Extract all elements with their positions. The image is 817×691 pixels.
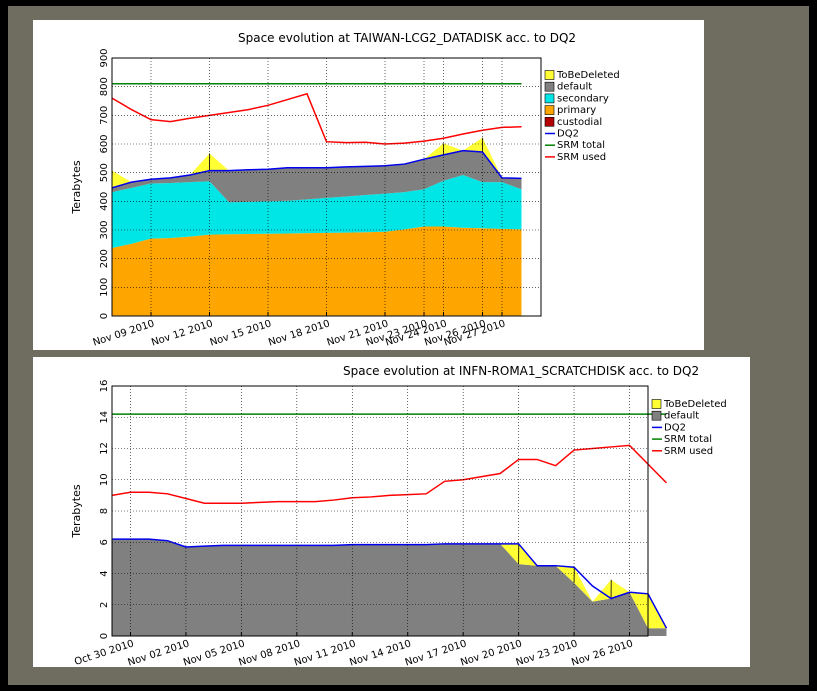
line-series	[111, 149, 522, 189]
x-tick-label: Nov 02 2010	[127, 638, 191, 667]
y-axis-title: Terabytes	[70, 484, 83, 538]
legend-label: default	[557, 82, 592, 93]
x-tick-label: Nov 26 2010	[570, 638, 634, 667]
legend-label: SRM total	[664, 434, 712, 445]
legend-label: custodial	[557, 117, 602, 128]
x-tick-label: Nov 08 2010	[237, 638, 301, 667]
chart: Space evolution at INFN-ROMA1_SCRATCHDIS…	[33, 357, 750, 667]
y-tick-label: 0	[99, 633, 110, 639]
y-tick-label: 600	[99, 134, 110, 153]
chart-title: Space evolution at INFN-ROMA1_SCRATCHDIS…	[343, 364, 699, 378]
y-tick-label: 10	[99, 473, 110, 486]
plot-frame	[111, 385, 649, 637]
y-tick-label: 14	[99, 411, 110, 424]
plot-frame	[111, 57, 542, 317]
x-tick-label: Nov 12 2010	[150, 318, 214, 348]
legend-swatch	[544, 70, 555, 80]
line-series	[111, 444, 668, 504]
y-tick-label: 6	[99, 539, 110, 545]
legend-label: ToBeDeleted	[556, 70, 620, 81]
stacked-area	[112, 226, 522, 316]
legend-label: DQ2	[557, 129, 579, 140]
x-tick-label: Nov 20 2010	[459, 638, 523, 667]
x-tick-label: Nov 15 2010	[209, 318, 273, 348]
y-tick-label: 0	[99, 313, 110, 319]
chart: Space evolution at TAIWAN-LCG2_DATADISK …	[33, 20, 704, 350]
legend-label: default	[664, 411, 699, 422]
legend-label: SRM used	[557, 152, 606, 163]
legend-label: SRM used	[664, 446, 713, 457]
legend-label: secondary	[557, 93, 609, 104]
y-tick-label: 12	[99, 442, 110, 455]
y-tick-label: 8	[99, 508, 110, 514]
y-tick-label: 4	[99, 570, 110, 576]
legend-label: SRM total	[557, 140, 605, 151]
legend-label: DQ2	[664, 422, 686, 433]
y-tick-label: 2	[99, 602, 110, 608]
y-tick-label: 400	[99, 192, 110, 211]
legend-swatch	[544, 81, 555, 92]
legend-swatch	[544, 117, 555, 127]
line-series	[111, 92, 522, 145]
stacked-area	[112, 150, 522, 203]
chart-title: Space evolution at TAIWAN-LCG2_DATADISK …	[238, 31, 576, 45]
y-tick-label: 300	[99, 220, 110, 239]
stacked-area	[112, 137, 522, 188]
legend-swatch	[651, 399, 662, 409]
x-tick-label: Oct 30 2010	[73, 638, 135, 667]
y-tick-label: 100	[99, 278, 110, 297]
y-axis-title: Terabytes	[70, 160, 83, 214]
legend-swatch	[544, 93, 555, 104]
x-tick-label: Nov 14 2010	[348, 638, 412, 667]
stacked-area	[112, 539, 667, 636]
stacked-area	[112, 539, 667, 629]
x-tick-label: Nov 09 2010	[92, 318, 156, 348]
legend-swatch	[544, 105, 555, 115]
y-tick-label: 200	[99, 249, 110, 268]
y-tick-label: 900	[99, 48, 110, 67]
x-tick-label: Nov 11 2010	[293, 638, 357, 667]
x-tick-label: Nov 18 2010	[267, 318, 331, 348]
line-series	[112, 538, 668, 629]
x-tick-label: Nov 05 2010	[182, 638, 246, 667]
x-tick-label: Nov 17 2010	[404, 638, 468, 667]
x-tick-label: Nov 23 2010	[515, 638, 579, 667]
legend-label: ToBeDeleted	[663, 399, 727, 410]
y-tick-label: 500	[99, 163, 110, 182]
y-tick-label: 700	[99, 106, 110, 125]
legend-label: primary	[557, 105, 596, 116]
y-tick-label: 800	[99, 77, 110, 96]
legend-swatch	[651, 410, 662, 421]
y-tick-label: 16	[99, 380, 110, 393]
